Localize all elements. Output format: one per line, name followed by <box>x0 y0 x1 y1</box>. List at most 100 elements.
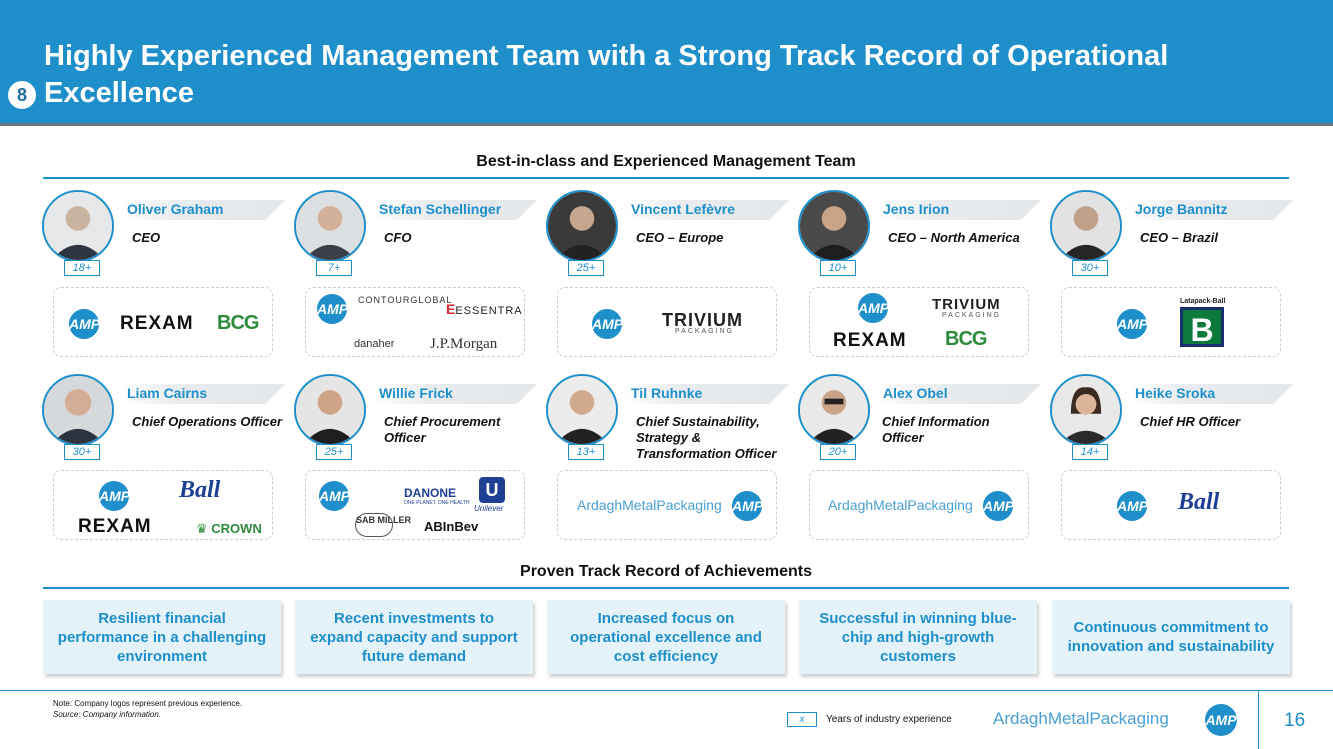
achievement-text: Successful in winning blue-chip and high… <box>819 609 1017 665</box>
person-card-oliver-graham: Oliver Graham CEO 18+ <box>42 190 287 276</box>
amp-logo-icon: AMP <box>1117 491 1148 521</box>
person-role: Chief Sustainability, Strategy & Transfo… <box>636 414 777 461</box>
person-role: CEO <box>132 230 161 245</box>
amp-logo-icon: AMP <box>99 481 130 511</box>
abinbev-logo: ABInBev <box>424 519 479 534</box>
person-card-til-ruhnke: Til Ruhnke Chief Sustainability, Strateg… <box>546 374 791 461</box>
logos-liam-cairns: AMP Ball REXAM ♛ CROWN <box>53 470 273 540</box>
achievement-text: Increased focus on operational excellenc… <box>570 609 762 665</box>
person-card-vincent-lefevre: Vincent Lefèvre CEO – Europe 25+ <box>546 190 791 276</box>
unilever-icon: U <box>479 477 505 503</box>
footnote: Note: Company logos represent previous e… <box>53 698 242 720</box>
logos-alex-obel: ArdaghMetalPackaging AMP <box>809 470 1029 540</box>
person-role: Chief HR Officer <box>1140 414 1241 429</box>
amp-logo-icon: AMP <box>592 309 623 339</box>
danone-tagline: ONE PLANET. ONE HEALTH <box>404 500 470 506</box>
logos-jens-irion: AMP TRIVIUM PACKAGING REXAM BCG <box>809 287 1029 357</box>
person-card-alex-obel: Alex Obel Chief Information Officer 20+ <box>798 374 1043 460</box>
achievement-tile-2: Recent investments to expand capacity an… <box>295 600 533 674</box>
years-badge: 30+ <box>64 444 100 460</box>
footer-amp-icon: AMP <box>1205 704 1237 736</box>
logos-willie-frick: AMP DANONE ONE PLANET. ONE HEALTH U Unil… <box>305 470 525 540</box>
crown-icon: ♛ <box>196 521 212 536</box>
achievement-text: Resilient financial performance in a cha… <box>57 609 267 665</box>
person-role: CEO – Europe <box>636 230 724 245</box>
ball-logo: Ball <box>179 477 221 503</box>
team-section-title: Best-in-class and Experienced Management… <box>476 153 856 170</box>
amp-logo-icon: AMP <box>1117 309 1148 339</box>
latapack-label: Latapack-Ball <box>1180 298 1226 305</box>
essentra-logo: EESSENTRA <box>446 301 523 317</box>
years-badge: 13+ <box>568 444 604 460</box>
trivium-sub-label: PACKAGING <box>942 312 1002 319</box>
person-name: Willie Frick <box>379 385 453 401</box>
avatar-photo <box>1050 190 1122 262</box>
logos-oliver-graham: AMP REXAM BCG <box>53 287 273 357</box>
team-section-rule <box>43 177 1289 179</box>
amp-logo-icon: AMP <box>858 293 889 323</box>
avatar-photo <box>42 190 114 262</box>
trivium-logo: TRIVIUM <box>662 310 743 330</box>
unilever-logo: Unilever <box>474 504 504 513</box>
person-name: Jorge Bannitz <box>1135 201 1228 217</box>
achievements-section-title: Proven Track Record of Achievements <box>520 563 812 580</box>
ball-logo: Ball <box>1178 489 1220 515</box>
person-name: Heike Sroka <box>1135 385 1216 401</box>
person-card-heike-sroka: Heike Sroka Chief HR Officer 14+ <box>1050 374 1295 460</box>
person-name: Vincent Lefèvre <box>631 201 736 217</box>
crown-logo: ♛ CROWN <box>196 521 262 536</box>
footer-rule <box>0 690 1333 691</box>
footnote-note: Note: Company logos represent previous e… <box>53 699 242 708</box>
person-card-jorge-bannitz: Jorge Bannitz CEO – Brazil 30+ <box>1050 190 1295 276</box>
person-name: Jens Irion <box>883 201 950 217</box>
logos-jorge-bannitz: AMP Latapack-Ball B <box>1061 287 1281 357</box>
avatar-photo <box>798 374 870 446</box>
years-badge: 25+ <box>568 260 604 276</box>
person-name: Til Ruhnke <box>631 385 703 401</box>
person-card-liam-cairns: Liam Cairns Chief Operations Officer 30+ <box>42 374 287 460</box>
years-badge: 20+ <box>820 444 856 460</box>
page-number-divider <box>1258 690 1259 749</box>
years-badge: 30+ <box>1072 260 1108 276</box>
section-number-badge: 8 <box>6 79 38 111</box>
person-card-willie-frick: Willie Frick Chief Procurement Officer 2… <box>294 374 539 460</box>
avatar-photo <box>42 374 114 446</box>
danone-logo: DANONE <box>404 486 457 500</box>
person-role: Chief Information Officer <box>882 414 990 445</box>
achievement-tile-3: Increased focus on operational excellenc… <box>547 600 785 674</box>
legend-years-symbol: x <box>787 712 817 727</box>
avatar-photo <box>294 190 366 262</box>
person-role: Chief Operations Officer <box>132 414 283 429</box>
latapack-ball-logo: B <box>1180 307 1224 348</box>
jpmorgan-logo: J.P.Morgan <box>430 336 498 352</box>
amp-logo-icon: AMP <box>319 481 350 511</box>
logos-til-ruhnke: ArdaghMetalPackaging AMP <box>557 470 777 540</box>
ardagh-metal-packaging-logo: ArdaghMetalPackaging <box>828 497 973 513</box>
years-badge: 10+ <box>820 260 856 276</box>
bcg-logo: BCG <box>217 312 259 334</box>
footnote-source: Source: Company information. <box>53 710 162 719</box>
achievement-tile-5: Continuous commitment to innovation and … <box>1052 600 1290 674</box>
trivium-sub-label: PACKAGING <box>675 328 735 335</box>
bcg-logo: BCG <box>945 328 987 350</box>
avatar-photo <box>1050 374 1122 446</box>
rexam-logo: REXAM <box>78 516 152 537</box>
page-number: 16 <box>1284 710 1306 731</box>
footer-brand-logo: ArdaghMetalPackaging <box>993 709 1169 728</box>
avatar-photo <box>294 374 366 446</box>
trivium-logo: TRIVIUM <box>932 296 1001 313</box>
person-name: Liam Cairns <box>127 385 208 401</box>
person-role: Chief Procurement Officer <box>384 414 501 445</box>
years-badge: 14+ <box>1072 444 1108 460</box>
achievement-tile-4: Successful in winning blue-chip and high… <box>799 600 1037 674</box>
legend-years-text: Years of industry experience <box>826 714 952 725</box>
danaher-logo: danaher <box>354 338 395 350</box>
person-card-stefan-schellinger: Stefan Schellinger CFO 7+ <box>294 190 539 276</box>
rexam-logo: REXAM <box>833 330 907 351</box>
amp-logo-icon: AMP <box>69 309 100 339</box>
achievement-text: Continuous commitment to innovation and … <box>1067 619 1275 655</box>
person-role: CFO <box>384 230 412 245</box>
person-role: CEO – Brazil <box>1140 230 1219 245</box>
person-name: Alex Obel <box>883 385 948 401</box>
logos-heike-sroka: AMP Ball <box>1061 470 1281 540</box>
